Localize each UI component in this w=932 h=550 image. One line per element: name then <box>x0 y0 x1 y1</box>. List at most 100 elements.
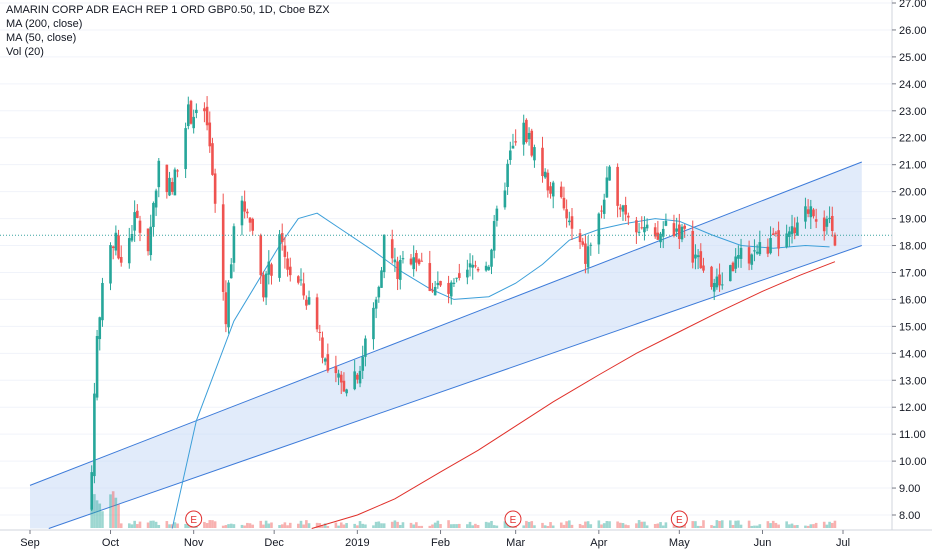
candle-body <box>541 147 544 177</box>
candle-body <box>305 299 308 306</box>
candle-body <box>699 251 703 269</box>
volume-bar <box>699 525 703 528</box>
price-axis[interactable]: 8.00 9.00 10.00 11.00 12.00 13.00 14.00 15.00 16… <box>892 0 927 522</box>
time-axis[interactable]: Sep Oct Nov Dec 2019 Feb Mar Apr May Jun Jul <box>20 530 850 549</box>
candle-body <box>114 232 118 251</box>
candle-body <box>342 380 346 392</box>
candle-body <box>718 274 721 286</box>
legend-ma50[interactable]: MA (50, close) <box>6 32 77 44</box>
legend-ma200[interactable]: MA (200, close) <box>6 18 83 30</box>
x-tick-label: Sep <box>20 537 40 549</box>
volume-bar <box>323 523 327 528</box>
volume-bar <box>653 524 657 528</box>
candle-body <box>635 220 638 233</box>
candle-body <box>262 274 265 298</box>
candle-body <box>130 234 134 241</box>
candle-body <box>280 233 284 243</box>
volume-bar <box>755 525 759 528</box>
volume-bar <box>503 521 507 528</box>
volume-bar <box>533 525 536 528</box>
channel-lower-line <box>48 245 862 529</box>
candle-body <box>830 215 834 232</box>
volume-bar <box>750 525 754 528</box>
candle-body <box>747 247 751 264</box>
candle-body <box>127 238 131 264</box>
volume-bar <box>436 520 440 528</box>
volume-bar <box>232 524 236 528</box>
volume-bar <box>390 521 394 528</box>
candle-body <box>627 215 630 218</box>
candle-body <box>645 224 649 229</box>
candle-body <box>568 220 571 223</box>
volume-bar <box>812 524 815 528</box>
volume-bar <box>356 525 359 528</box>
candle-body <box>678 224 681 240</box>
candle-body <box>683 225 686 229</box>
candle-body <box>323 358 327 362</box>
candle-body <box>581 241 585 245</box>
candle-body <box>380 270 383 288</box>
y-tick-label: 15.00 <box>899 321 927 333</box>
regression-channel <box>29 161 862 529</box>
candle-body <box>398 259 402 280</box>
volume-bar <box>788 524 791 528</box>
channel-upper-line <box>29 161 862 486</box>
candle-body <box>195 109 198 114</box>
volume-bar <box>806 525 810 528</box>
volume-bar <box>90 504 94 528</box>
y-tick-label: 16.00 <box>899 294 927 306</box>
volume-bar <box>790 523 794 528</box>
y-tick-label: 26.00 <box>899 25 927 37</box>
x-tick-label: Jun <box>754 537 772 549</box>
candle-body <box>286 258 289 270</box>
candle-body <box>680 226 684 240</box>
volume-bar <box>280 524 284 528</box>
volume-bar <box>211 520 214 528</box>
candle-body <box>785 233 788 248</box>
y-tick-label: 27.00 <box>899 0 927 10</box>
earnings-marker-label: E <box>676 515 683 526</box>
volume-bar <box>286 525 289 528</box>
volume-bar <box>758 524 762 528</box>
candles[interactable] <box>90 96 837 512</box>
volume-bar <box>353 523 356 528</box>
candle-body <box>447 282 450 294</box>
candle-body <box>533 147 536 161</box>
volume-bar <box>766 521 770 528</box>
volume-bar <box>731 524 735 528</box>
candle-body <box>401 258 405 260</box>
candle-body <box>458 273 461 278</box>
volume-bar <box>259 520 263 528</box>
candle-body <box>514 141 517 143</box>
volume-bar <box>627 525 630 528</box>
candle-body <box>653 227 657 237</box>
candle-body <box>551 182 555 197</box>
volume-bar <box>221 525 225 528</box>
x-tick-label: Feb <box>431 537 450 549</box>
candle-body <box>559 186 563 198</box>
y-tick-label: 11.00 <box>899 429 926 441</box>
candle-body <box>495 208 499 221</box>
volume-bar <box>433 522 437 528</box>
candle-body <box>758 242 762 255</box>
legend-volume[interactable]: Vol (20) <box>6 46 44 58</box>
candle-body <box>788 231 791 237</box>
candle-body <box>675 228 678 232</box>
candle-body <box>168 177 171 196</box>
volume-bar <box>138 521 142 528</box>
candle-body <box>734 256 737 269</box>
candle-body <box>739 247 743 259</box>
volume-bar <box>452 524 456 528</box>
volume-bar <box>720 520 724 528</box>
candle-body <box>696 255 700 258</box>
candle-body <box>101 282 104 321</box>
volume-bar <box>428 525 432 528</box>
candle-body <box>766 246 770 254</box>
x-tick-label: Mar <box>506 537 525 549</box>
volume-bar <box>307 523 311 528</box>
candle-body <box>334 366 338 374</box>
chart-title[interactable]: AMARIN CORP ADR EACH REP 1 ORD GBP0.50, … <box>6 4 330 16</box>
volume-bar <box>130 524 134 528</box>
